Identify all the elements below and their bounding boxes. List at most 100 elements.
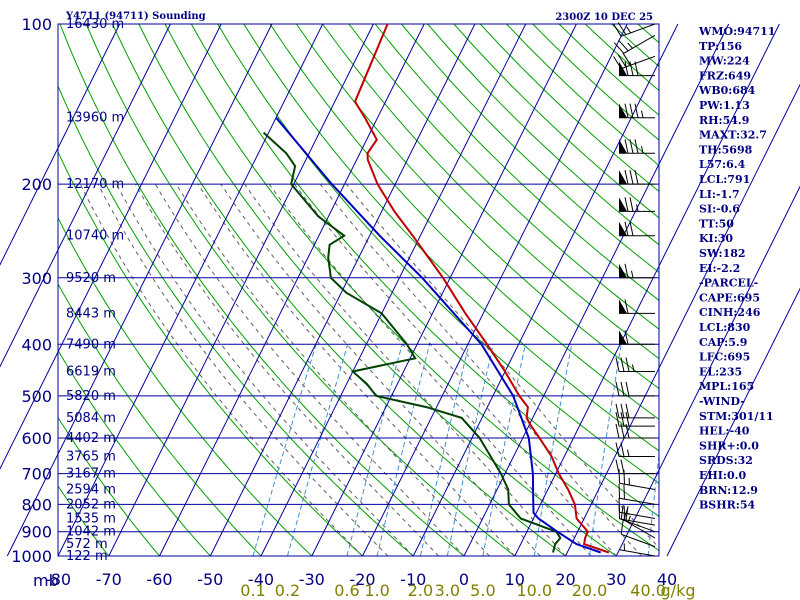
index-line: CAPE:695	[699, 291, 760, 304]
pressure-tick-label: 700	[21, 465, 52, 484]
temperature-tick-label: -30	[299, 570, 325, 589]
height-label: 2052 m	[66, 497, 116, 512]
barb-flag	[615, 381, 620, 396]
chart-title: Y4711 (94711) Sounding	[65, 11, 206, 22]
barb-flag	[615, 403, 620, 418]
index-line: WB0:684	[698, 84, 756, 97]
adiabat-lines	[58, 24, 659, 556]
pressure-tick-label: 500	[21, 387, 52, 406]
height-label: 9520 m	[66, 271, 116, 286]
barb-flag	[620, 412, 625, 427]
barb-pennant	[619, 299, 627, 314]
moist-adiabat	[244, 183, 566, 556]
temperature-tick-label: 20	[555, 570, 575, 589]
barb-half-flag	[627, 515, 631, 523]
barb-staff	[619, 549, 656, 557]
height-label: 1535 m	[66, 512, 116, 527]
barb-flag	[620, 357, 625, 372]
moist-adiabat	[175, 183, 490, 556]
mixing-ratio-label: 5.0	[470, 581, 495, 600]
index-line: CAP:5.9	[699, 336, 747, 349]
index-line: KI:30	[699, 232, 733, 245]
dry-adiabat	[58, 349, 211, 556]
isotherm	[6, 23, 273, 557]
mixing-ratio-label: 0.6	[334, 581, 359, 600]
pressure-tick-label: 600	[21, 429, 52, 448]
barb-flag	[620, 520, 624, 535]
barb-flag	[629, 139, 634, 154]
index-line: SI:-0.6	[699, 203, 740, 216]
barb-staff	[619, 497, 656, 505]
height-label: 3765 m	[66, 450, 116, 465]
barb-flag	[629, 221, 634, 236]
barb-flag	[624, 103, 629, 118]
height-label: 12170 m	[66, 177, 124, 192]
barb-flag	[620, 381, 625, 396]
index-line: -WIND-	[699, 395, 745, 408]
index-line: LCL:791	[699, 173, 750, 186]
barb-flag	[629, 170, 634, 185]
barb-flag	[615, 423, 620, 439]
barb-flag	[629, 103, 634, 118]
temperature-tick-label: -60	[146, 570, 172, 589]
dewpoint-line	[262, 131, 562, 553]
index-line: PW:1.13	[699, 99, 750, 112]
wind-barb	[619, 197, 655, 212]
mixing-ratio-label: 0.1	[240, 581, 265, 600]
isotherm	[412, 23, 679, 557]
mixing-ratio-label: 20.0	[572, 581, 608, 600]
dry-adiabat	[401, 24, 659, 273]
barb-staff	[619, 482, 656, 490]
barb-flag	[624, 299, 629, 314]
height-label: 8443 m	[66, 306, 116, 321]
barb-flag	[615, 412, 620, 427]
wind-barb	[619, 170, 655, 185]
temperature-tick-label: 10	[505, 570, 525, 589]
index-line: SW:182	[699, 247, 746, 260]
index-line: MPL:165	[699, 380, 754, 393]
mixing-ratio-label: 10.0	[516, 581, 552, 600]
index-line: EHI:0.0	[699, 469, 746, 482]
barb-flag	[613, 23, 622, 37]
barb-flag	[629, 197, 634, 212]
dry-adiabat	[138, 24, 617, 556]
barb-flag	[615, 442, 620, 457]
height-label: 13960 m	[66, 111, 124, 126]
temperature-tick-label: -70	[96, 570, 122, 589]
barb-flag	[624, 197, 629, 212]
index-line: RH:54.9	[699, 114, 749, 127]
wind-barb	[619, 543, 656, 557]
parcel-line	[275, 117, 602, 554]
index-line: MW:224	[699, 55, 750, 68]
barb-flag	[634, 170, 639, 185]
barb-pennant	[619, 170, 627, 185]
dry-adiabat	[269, 24, 659, 420]
dry-adiabat	[217, 24, 659, 484]
barb-pennant	[619, 197, 627, 212]
dry-adiabat	[322, 24, 659, 360]
index-line: EL:235	[699, 365, 742, 378]
wind-barb	[619, 61, 655, 77]
pressure-tick-label: 800	[21, 495, 52, 514]
pressure-tick-label: 200	[21, 175, 52, 194]
mixing-ratio-line	[589, 344, 622, 556]
index-line: FRZ:649	[699, 69, 751, 82]
barb-flag	[620, 403, 625, 418]
height-label: 5084 m	[66, 411, 116, 426]
wind-barb	[619, 139, 655, 154]
barb-flag	[618, 468, 621, 484]
barb-half-flag	[627, 449, 630, 457]
isotherm	[260, 23, 527, 557]
barb-half-flag	[632, 364, 635, 372]
dry-adiabat	[190, 24, 659, 518]
wind-barb	[613, 34, 656, 54]
index-line: SHR+:0.0	[699, 439, 759, 452]
index-line: LCL:830	[699, 321, 751, 334]
barb-flag	[617, 54, 627, 68]
barb-pennant	[619, 139, 627, 154]
barb-staff	[623, 519, 656, 539]
mixing-ratio-line	[482, 344, 526, 556]
wind-barb	[615, 403, 655, 419]
height-label: 10740 m	[66, 229, 124, 244]
